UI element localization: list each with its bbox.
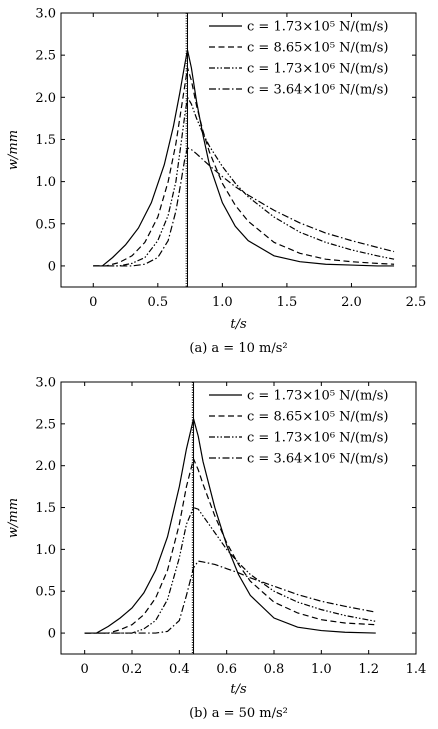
x-tick-label: 0.8 [264, 662, 285, 677]
series-line-3 [93, 95, 395, 267]
series-line-1 [93, 49, 395, 267]
y-tick-label: 0.5 [35, 585, 56, 600]
x-tick-label: 1.0 [212, 295, 233, 310]
x-tick-label: 0.4 [169, 662, 190, 677]
y-tick-label: 1.0 [35, 543, 56, 558]
x-tick-label: 0.6 [216, 662, 237, 677]
series-line-3 [84, 506, 376, 634]
y-tick-label: 0 [48, 259, 56, 274]
y-tick-label: 3.0 [35, 7, 56, 22]
x-tick-label: 0.2 [122, 662, 143, 677]
x-tick-label: 1.2 [358, 662, 379, 677]
series-line-2 [84, 457, 376, 634]
x-tick-label: 2.0 [341, 295, 362, 310]
series-line-4 [93, 147, 395, 267]
plot-frame [60, 381, 417, 655]
legend-entry: c = 1.73×10⁵ N/(m/s) [247, 389, 388, 404]
x-axis-label: t/s [230, 317, 247, 332]
y-tick-label: 0.5 [35, 217, 56, 232]
legend-entry: c = 3.64×10⁶ N/(m/s) [247, 83, 388, 98]
y-tick-label: 1.0 [35, 175, 56, 190]
y-tick-label: 1.5 [35, 501, 56, 516]
y-tick-label: 2.5 [35, 417, 56, 432]
y-tick-label: 2.0 [35, 91, 56, 106]
plot-frame [60, 12, 417, 288]
legend-entry: c = 8.65×10⁵ N/(m/s) [247, 41, 388, 56]
legend-entry: c = 3.64×10⁶ N/(m/s) [247, 452, 388, 467]
x-tick-label: 0 [89, 295, 97, 310]
x-tick-label: 1.4 [406, 662, 427, 677]
chart-b: 0 0.2 0.4 0.6 0.8 1.0 1.2 1.4 0 0.5 1.0 1.5 2.0 2.5 3.… [6, 376, 426, 722]
y-tick-label: 3.0 [35, 376, 56, 391]
chart-a: 0 0.5 1.0 1.5 2.0 2.5 0 0.5 1.0 1.5 2.0 2.5 3.0 t/s w/… [6, 7, 426, 357]
y-tick-label: 1.5 [35, 133, 56, 148]
y-tick-label: 0 [48, 627, 56, 642]
y-tick-label: 2.0 [35, 459, 56, 474]
chart-caption: (a) a = 10 m/s² [189, 341, 287, 356]
y-tick-label: 2.5 [35, 49, 56, 64]
x-tick-label: 1.0 [311, 662, 332, 677]
y-axis-label: w/mm [6, 130, 21, 170]
legend-entry: c = 8.65×10⁵ N/(m/s) [247, 410, 388, 425]
x-tick-label: 0 [81, 662, 89, 677]
x-tick-label: 1.5 [277, 295, 298, 310]
series-line-1 [84, 418, 376, 634]
x-tick-label: 0.5 [147, 295, 168, 310]
y-axis-label: w/mm [6, 498, 21, 538]
series-line-4 [84, 560, 376, 634]
legend-entry: c = 1.73×10⁶ N/(m/s) [247, 62, 388, 77]
x-tick-label: 2.5 [406, 295, 427, 310]
chart-caption: (b) a = 50 m/s² [189, 706, 288, 721]
series-line-2 [93, 67, 395, 267]
x-axis-label: t/s [230, 682, 247, 697]
legend-entry: c = 1.73×10⁵ N/(m/s) [247, 20, 388, 35]
legend-entry: c = 1.73×10⁶ N/(m/s) [247, 431, 388, 446]
